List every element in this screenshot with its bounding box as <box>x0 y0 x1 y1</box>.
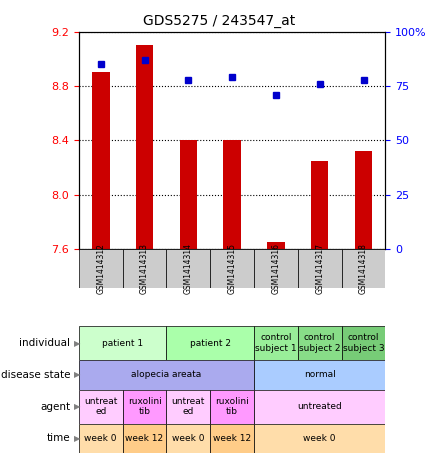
Text: GSM1414312: GSM1414312 <box>96 243 105 294</box>
Text: ▶: ▶ <box>74 371 81 379</box>
Bar <box>254 249 298 288</box>
Bar <box>311 161 328 249</box>
Text: patient 2: patient 2 <box>190 339 231 347</box>
Bar <box>79 326 166 360</box>
Bar <box>355 151 372 249</box>
Bar <box>254 390 385 424</box>
Bar <box>79 424 123 453</box>
Text: GSM1414317: GSM1414317 <box>315 243 324 294</box>
Text: patient 1: patient 1 <box>102 339 143 347</box>
Text: individual: individual <box>19 338 70 348</box>
Text: week 0: week 0 <box>172 434 205 443</box>
Bar <box>136 45 153 249</box>
Text: time: time <box>46 433 70 443</box>
Text: GSM1414315: GSM1414315 <box>228 243 237 294</box>
Text: ▶: ▶ <box>74 434 81 443</box>
Text: control
subject 2: control subject 2 <box>299 333 340 353</box>
Text: week 12: week 12 <box>213 434 251 443</box>
Text: GSM1414313: GSM1414313 <box>140 243 149 294</box>
Bar <box>210 424 254 453</box>
Bar <box>79 390 123 424</box>
Text: ▶: ▶ <box>74 402 81 411</box>
Bar <box>166 249 210 288</box>
Text: GSM1414314: GSM1414314 <box>184 243 193 294</box>
Bar <box>298 249 342 288</box>
Bar <box>123 424 166 453</box>
Text: week 12: week 12 <box>125 434 164 443</box>
Text: GDS5275 / 243547_at: GDS5275 / 243547_at <box>143 14 295 28</box>
Bar <box>166 424 210 453</box>
Bar <box>166 326 254 360</box>
Bar <box>123 390 166 424</box>
Bar <box>92 72 110 249</box>
Bar <box>342 326 385 360</box>
Bar <box>254 360 385 390</box>
Text: ▶: ▶ <box>74 339 81 347</box>
Text: GSM1414316: GSM1414316 <box>272 243 280 294</box>
Bar <box>210 390 254 424</box>
Bar <box>342 249 385 288</box>
Bar <box>166 390 210 424</box>
Text: GSM1414318: GSM1414318 <box>359 243 368 294</box>
Bar <box>210 249 254 288</box>
Text: untreat
ed: untreat ed <box>84 397 117 416</box>
Bar <box>123 249 166 288</box>
Bar <box>180 140 197 249</box>
Text: disease state: disease state <box>0 370 70 380</box>
Bar <box>79 249 123 288</box>
Text: agent: agent <box>40 401 70 412</box>
Text: untreated: untreated <box>297 402 342 411</box>
Text: control
subject 3: control subject 3 <box>343 333 385 353</box>
Text: alopecia areata: alopecia areata <box>131 371 201 379</box>
Text: week 0: week 0 <box>85 434 117 443</box>
Text: ruxolini
tib: ruxolini tib <box>127 397 162 416</box>
Bar <box>267 242 285 249</box>
Text: untreat
ed: untreat ed <box>172 397 205 416</box>
Bar <box>254 424 385 453</box>
Bar <box>254 326 298 360</box>
Text: ruxolini
tib: ruxolini tib <box>215 397 249 416</box>
Bar <box>298 326 342 360</box>
Text: normal: normal <box>304 371 336 379</box>
Text: control
subject 1: control subject 1 <box>255 333 297 353</box>
Bar <box>223 140 241 249</box>
Bar <box>79 360 254 390</box>
Text: week 0: week 0 <box>304 434 336 443</box>
